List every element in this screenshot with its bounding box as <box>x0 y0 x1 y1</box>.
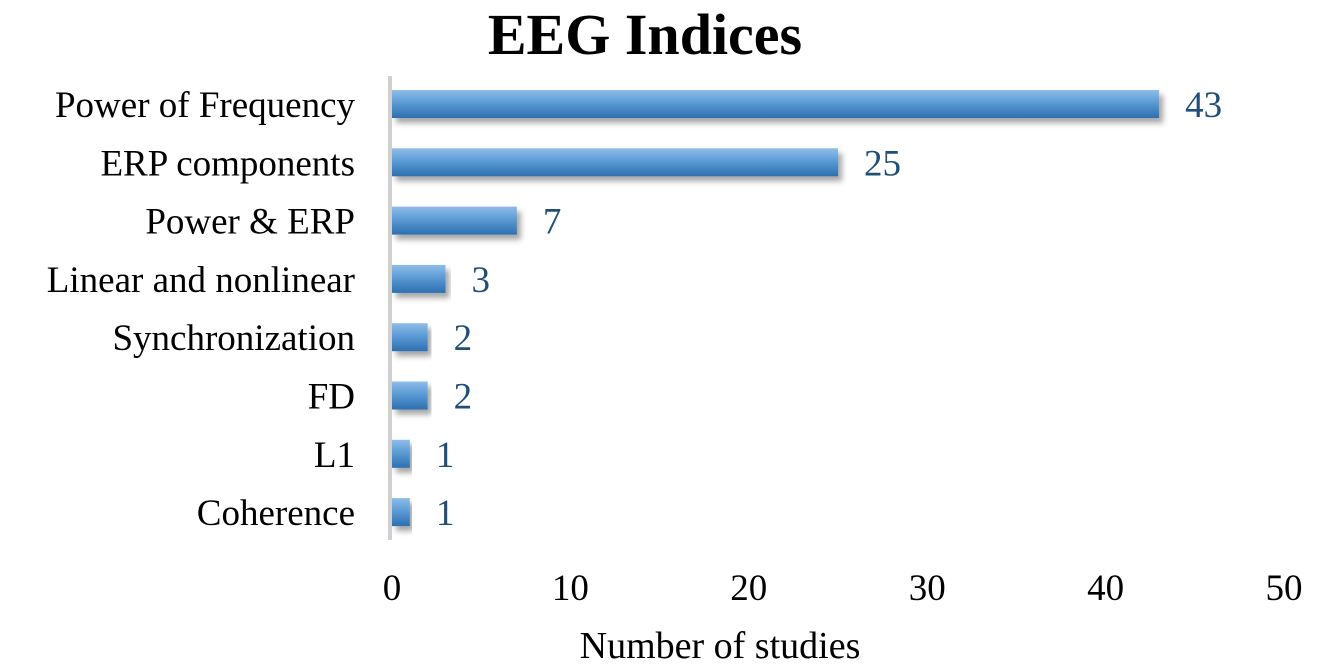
bar <box>392 323 428 352</box>
value-label: 7 <box>543 202 562 243</box>
x-axis-ticks: 0 10 20 30 40 50 <box>383 568 1303 609</box>
category-label: FD <box>308 377 355 418</box>
bar <box>392 206 517 235</box>
x-tick-label: 30 <box>909 568 946 609</box>
category-label: Synchronization <box>112 318 355 359</box>
x-tick-label: 20 <box>730 568 767 609</box>
x-axis-title: Number of studies <box>580 625 861 666</box>
bar <box>392 381 428 410</box>
category-label: Power of Frequency <box>55 85 356 126</box>
labels-layer: Power of Frequency 43 ERP components 25 Powe… <box>47 85 1222 534</box>
category-label: ERP components <box>100 143 355 184</box>
category-label: L1 <box>314 435 355 476</box>
category-label: Linear and nonlinear <box>47 260 355 301</box>
category-label: Coherence <box>197 493 355 534</box>
bar <box>392 498 410 527</box>
category-label: Power & ERP <box>145 202 355 243</box>
x-tick-label: 10 <box>552 568 589 609</box>
value-label: 2 <box>454 318 473 359</box>
value-label: 43 <box>1185 85 1222 126</box>
bar <box>392 90 1160 118</box>
bar <box>392 148 838 177</box>
chart-title: EEG Indices <box>487 2 803 67</box>
bar <box>392 439 410 468</box>
value-label: 1 <box>436 493 455 534</box>
value-label: 3 <box>472 260 491 301</box>
x-tick-label: 40 <box>1087 568 1124 609</box>
x-tick-label: 0 <box>383 568 402 609</box>
value-label: 25 <box>864 143 901 184</box>
value-label: 2 <box>454 377 473 418</box>
bars-layer <box>392 90 1160 527</box>
bar <box>392 264 446 293</box>
x-tick-label: 50 <box>1266 568 1303 609</box>
value-label: 1 <box>436 435 455 476</box>
